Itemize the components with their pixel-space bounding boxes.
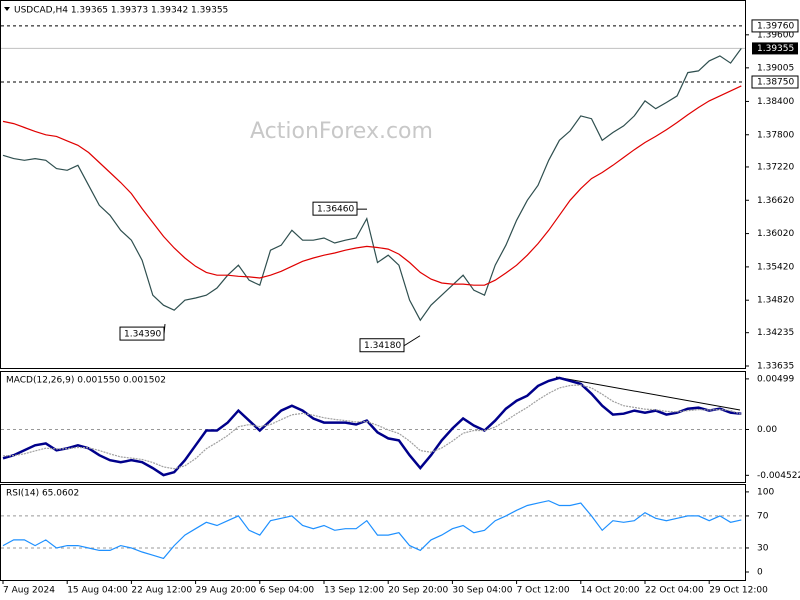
watermark: ActionForex.com <box>250 119 433 144</box>
y-tick-label: 1.39600 <box>757 30 794 40</box>
x-tick-label: 14 Oct 20:00 <box>581 586 640 596</box>
y-tick-label: -0.004522 <box>757 471 800 481</box>
y-tick-label: 100 <box>757 487 774 497</box>
chart-title: USDCAD,H4 1.39365 1.39373 1.39342 1.3935… <box>14 6 228 16</box>
y-tick-label: 0.00499 <box>757 374 794 384</box>
x-tick-label: 22 Aug 12:00 <box>131 586 192 596</box>
y-tick-label: 0.00 <box>757 425 777 435</box>
y-tick-label: 1.38400 <box>757 97 794 107</box>
last-price-label: 1.39355 <box>757 44 794 54</box>
annotation-box <box>312 201 358 216</box>
trend-line <box>555 376 741 411</box>
y-tick-label: 1.34235 <box>757 328 794 338</box>
series-line <box>2 376 742 477</box>
annotation-leader <box>403 335 421 347</box>
main-panel-frame <box>0 0 746 369</box>
series-line <box>2 500 742 560</box>
last-price-box <box>752 42 798 55</box>
macd-title: MACD(12,26,9) 0.001550 0.001502 <box>6 376 166 386</box>
y-tick-label: 1.33635 <box>757 362 794 372</box>
annotation-box <box>119 326 165 341</box>
x-tick-label: 22 Oct 04:00 <box>645 586 704 596</box>
level-label-box <box>751 75 799 89</box>
level-label: 1.39760 <box>757 21 794 31</box>
y-tick-label: 1.36020 <box>757 229 794 239</box>
series-line <box>2 384 742 470</box>
x-tick-label: 13 Sep 12:00 <box>324 586 384 596</box>
rsi-panel-frame <box>0 484 746 581</box>
x-tick-label: 7 Oct 12:00 <box>517 586 570 596</box>
menu-arrow <box>4 7 10 11</box>
x-tick-label: 29 Aug 20:00 <box>196 586 257 596</box>
y-tick-label: 70 <box>757 511 769 521</box>
annotation-label: 1.36460 <box>317 205 354 215</box>
macd-panel-frame <box>0 371 746 483</box>
x-tick-label: 6 Sep 04:00 <box>260 586 315 596</box>
x-tick-label: 15 Aug 04:00 <box>67 586 128 596</box>
y-tick-label: 1.36620 <box>757 196 794 206</box>
y-tick-label: 1.37220 <box>757 162 794 172</box>
x-tick-label: 30 Sep 04:00 <box>452 586 512 596</box>
annotation-label: 1.34390 <box>124 330 161 340</box>
x-tick-label: 7 Aug 2024 <box>3 586 55 596</box>
y-tick-label: 0 <box>757 567 763 577</box>
series-line <box>2 48 742 322</box>
annotation-box <box>359 338 405 353</box>
y-tick-label: 30 <box>757 543 769 553</box>
series-line <box>2 85 742 286</box>
y-tick-label: 1.34820 <box>757 296 794 306</box>
x-tick-label: 29 Oct 12:00 <box>709 586 768 596</box>
rsi-title: RSI(14) 65.0602 <box>6 489 79 499</box>
x-tick-label: 20 Sep 20:00 <box>388 586 448 596</box>
level-label-box <box>751 19 799 33</box>
y-tick-label: 1.39005 <box>757 63 794 73</box>
annotation-label: 1.34180 <box>364 341 401 351</box>
level-label: 1.38750 <box>757 78 794 88</box>
y-tick-label: 1.37800 <box>757 130 794 140</box>
y-tick-label: 1.35420 <box>757 262 794 272</box>
